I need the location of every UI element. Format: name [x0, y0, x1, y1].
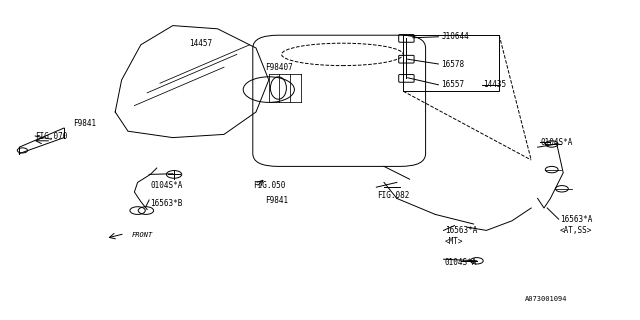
- Text: 16557: 16557: [442, 80, 465, 89]
- Text: 0104S*A: 0104S*A: [150, 181, 183, 190]
- Text: <AT,SS>: <AT,SS>: [560, 226, 593, 235]
- Text: 0104S*A: 0104S*A: [445, 258, 477, 267]
- Text: 16563*A: 16563*A: [560, 215, 593, 224]
- Text: FIG.070: FIG.070: [35, 132, 68, 140]
- Text: F9841: F9841: [74, 119, 97, 128]
- Text: 16563*B: 16563*B: [150, 199, 183, 208]
- Text: A073001094: A073001094: [525, 296, 567, 302]
- Text: 14435: 14435: [483, 80, 506, 89]
- Text: 16578: 16578: [442, 60, 465, 68]
- Text: <MT>: <MT>: [445, 237, 463, 246]
- Text: FIG.050: FIG.050: [253, 181, 285, 190]
- Text: 0104S*A: 0104S*A: [541, 138, 573, 147]
- Text: J10644: J10644: [442, 32, 469, 41]
- Text: FIG.082: FIG.082: [378, 191, 410, 200]
- Text: F98407: F98407: [266, 63, 293, 72]
- Text: 16563*A: 16563*A: [445, 226, 477, 235]
- Text: 14457: 14457: [189, 39, 212, 48]
- Text: FRONT: FRONT: [131, 232, 152, 238]
- Bar: [403, 35, 499, 91]
- Text: F9841: F9841: [266, 196, 289, 204]
